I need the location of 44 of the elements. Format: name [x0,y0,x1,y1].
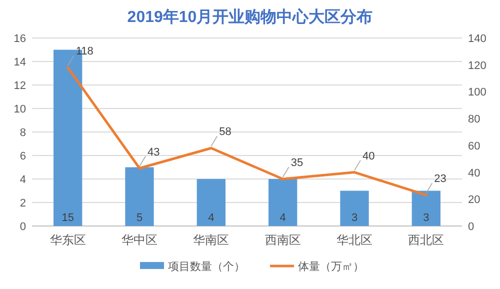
x-tick-label: 华北区 [336,233,372,247]
y2-tick-label: 20 [468,194,480,206]
y-tick-label: 12 [14,80,26,92]
bar [412,190,440,226]
y-tick-label: 14 [14,56,26,68]
legend-label: 体量（万㎡） [298,261,364,273]
data-label: 118 [76,46,94,58]
x-tick-label: 西北区 [408,233,444,247]
x-tick-label: 西南区 [264,233,301,247]
y-tick-label: 0 [20,221,26,233]
y2-tick-label: 120 [468,60,486,72]
x-tick-label: 华中区 [122,233,158,247]
data-label: 3 [351,212,358,224]
chart-title: 2019年10月开业购物中心大区分布 [127,7,373,26]
bar [196,179,226,226]
data-label: 4 [208,212,214,224]
y-tick-label: 6 [20,150,26,162]
y2-tick-label: 100 [468,86,486,99]
y-tick-label: 8 [20,127,26,139]
data-label: 4 [280,212,286,224]
y2-tick-label: 140 [468,33,486,45]
data-label: 40 [362,150,375,162]
data-label: 3 [423,212,430,224]
data-label: 58 [219,126,232,138]
data-label: 23 [434,173,446,186]
legend-label: 项目数量（个） [168,261,245,273]
y2-tick-label: 0 [468,221,474,233]
line-series [66,66,428,196]
data-label: 43 [148,146,160,158]
bar [268,179,298,226]
bar [340,190,369,226]
data-label: 5 [136,212,143,224]
y-tick-label: 10 [14,104,26,116]
data-label: 35 [290,157,304,169]
y2-tick-label: 80 [468,114,480,126]
bar [125,167,154,226]
y-tick-label: 16 [14,33,26,45]
data-label: 15 [62,212,74,224]
y2-tick-label: 60 [468,140,480,152]
x-tick-label: 华东区 [50,233,86,247]
y2-tick-label: 40 [468,167,480,180]
y-tick-label: 4 [20,174,26,186]
y-tick-label: 2 [20,198,26,210]
x-tick-label: 华南区 [193,233,230,247]
